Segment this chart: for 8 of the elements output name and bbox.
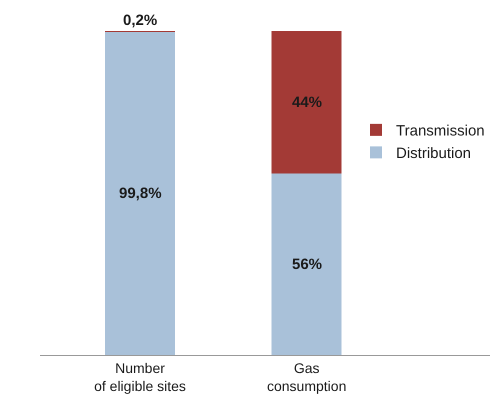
data-label: 0,2% [123, 12, 158, 29]
x-tick-label: Gas consumption [266, 360, 346, 394]
data-label: 56% [292, 256, 322, 273]
data-label: 99,8% [119, 185, 162, 202]
legend-label: Distribution [396, 145, 472, 162]
data-label: 44% [292, 94, 322, 111]
x-tick-label: Number of eligible sites [94, 360, 186, 394]
legend-label: Transmission [396, 122, 485, 140]
